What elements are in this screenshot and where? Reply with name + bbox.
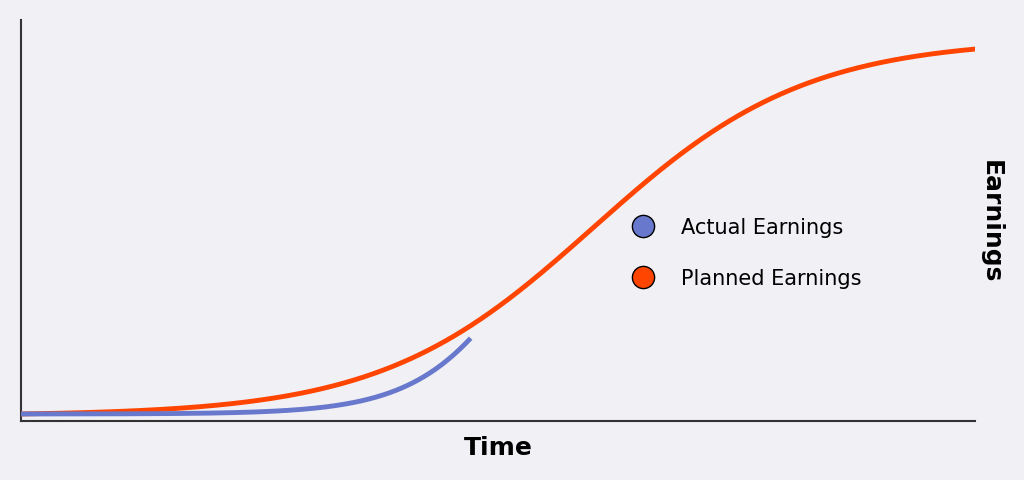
Legend: Actual Earnings, Planned Earnings: Actual Earnings, Planned Earnings	[614, 209, 869, 297]
X-axis label: Time: Time	[464, 435, 532, 459]
Y-axis label: Earnings: Earnings	[979, 159, 1004, 283]
